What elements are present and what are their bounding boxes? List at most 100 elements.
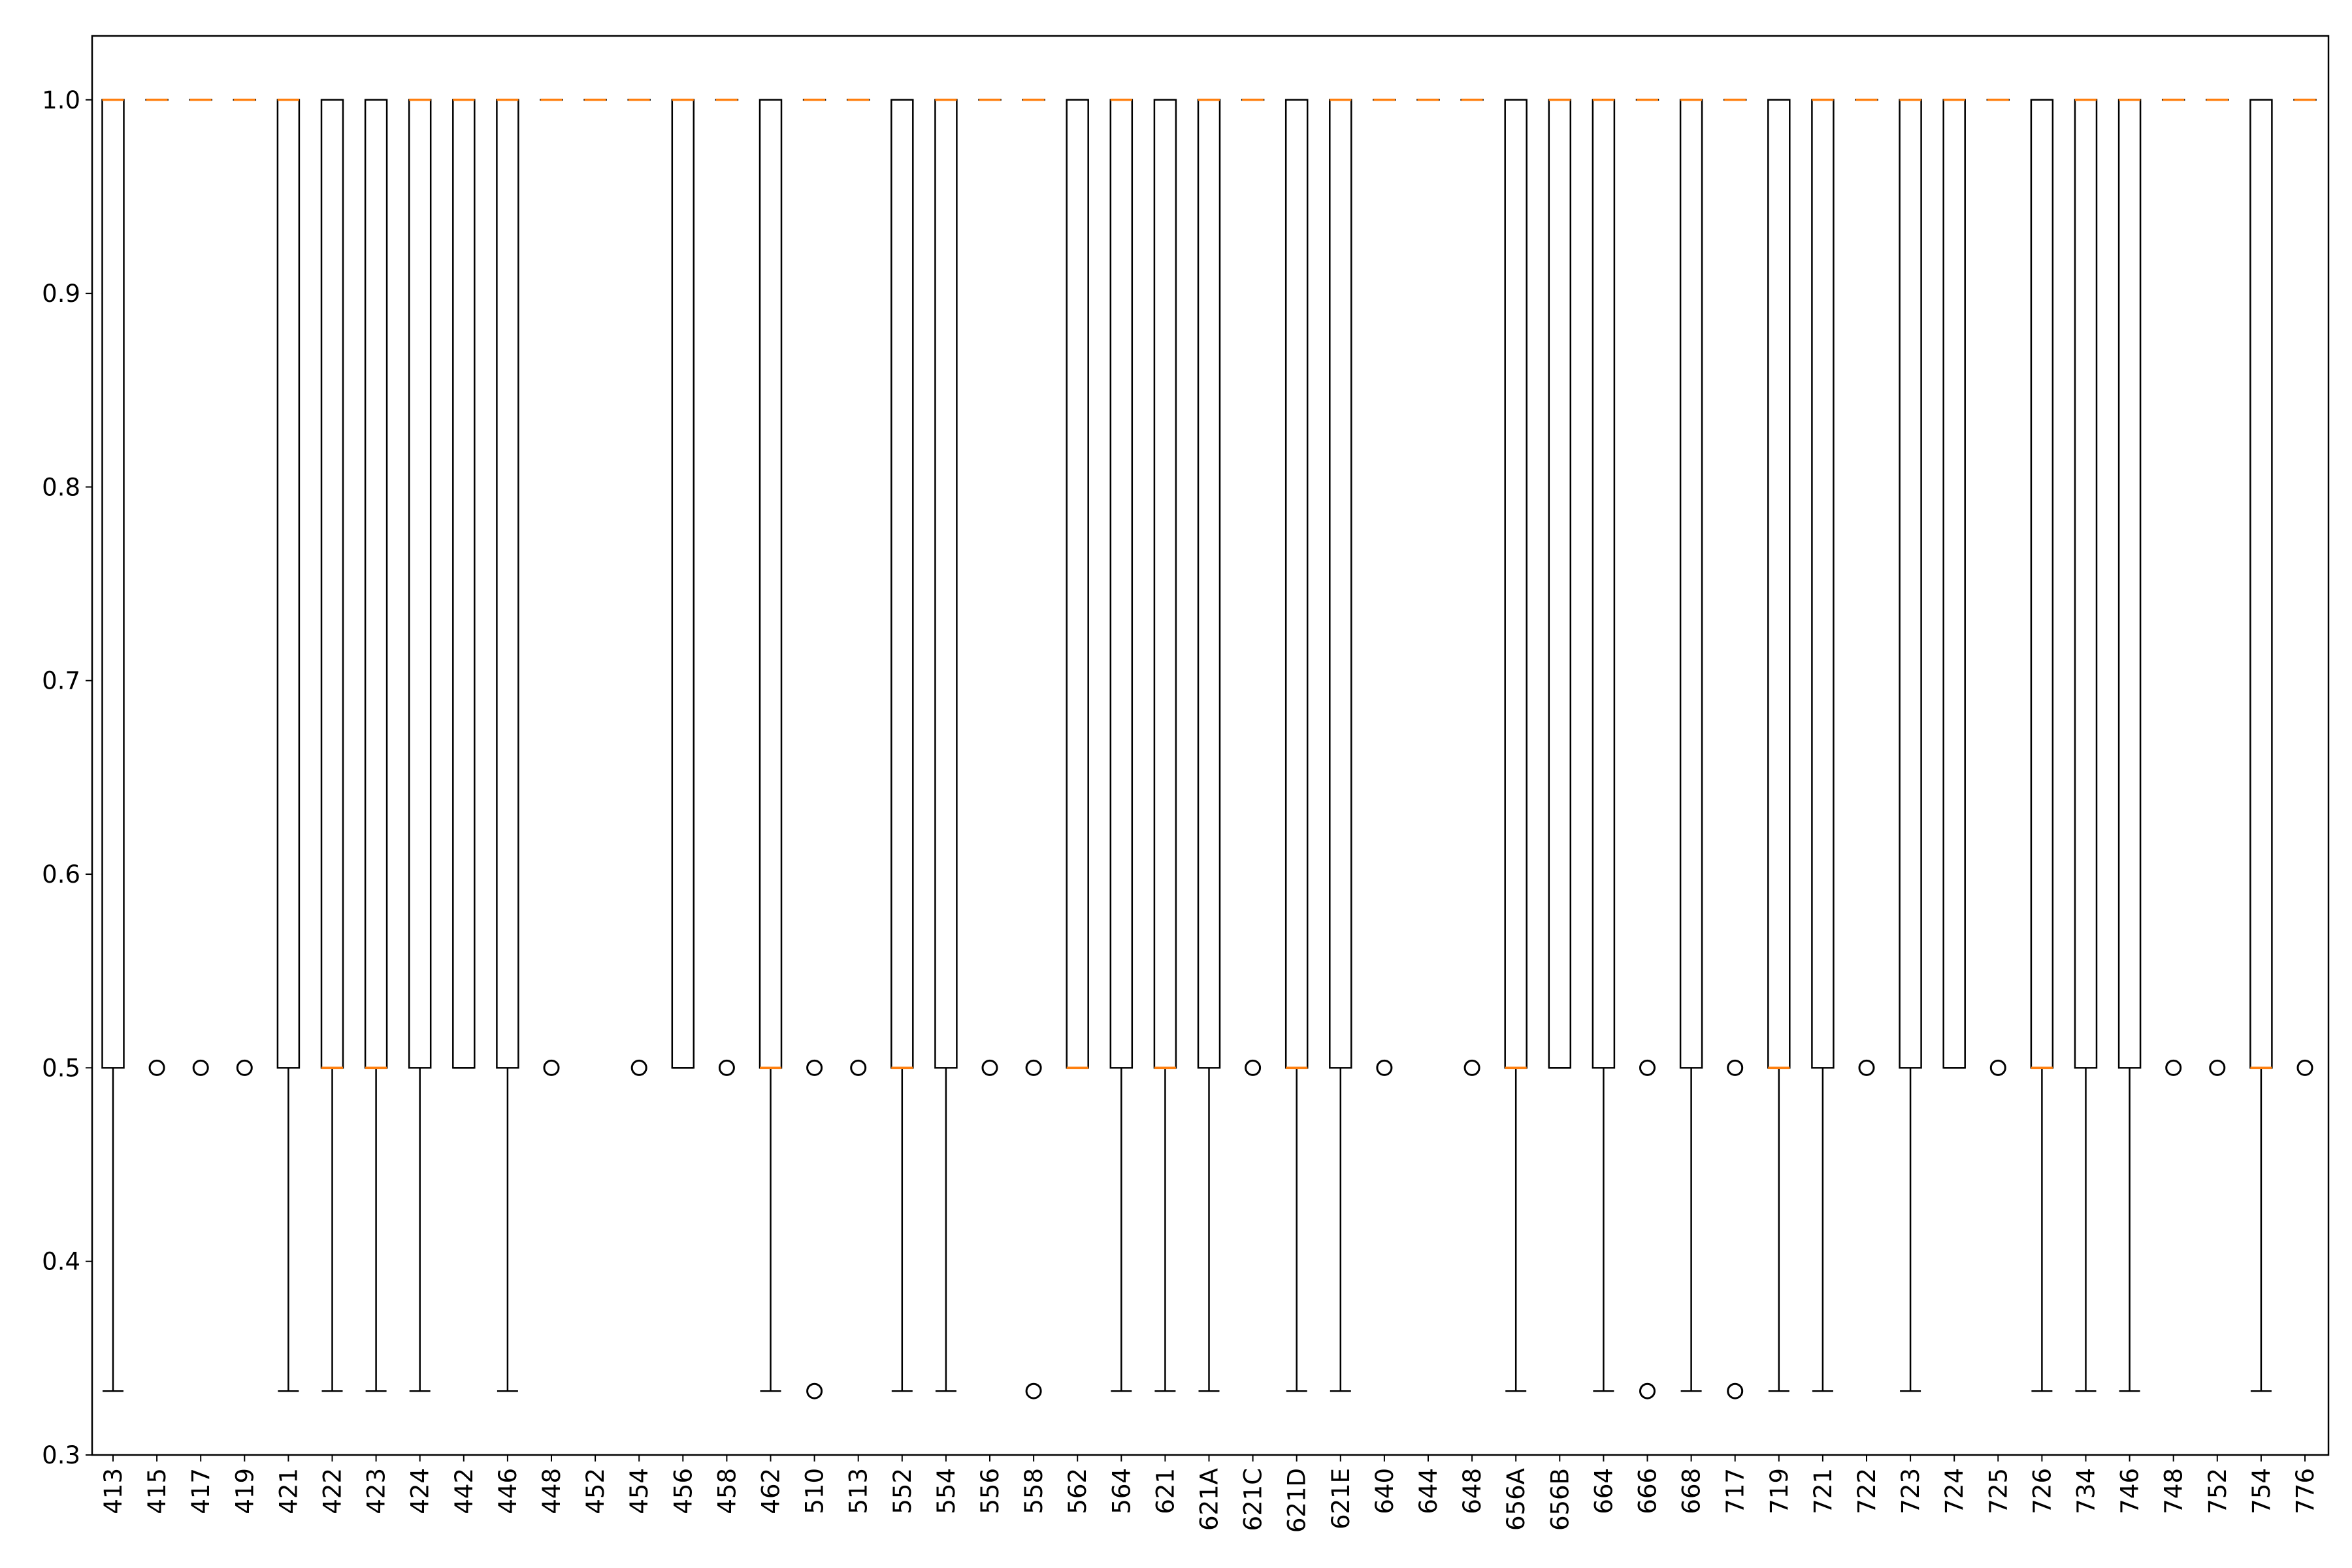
box-group — [233, 99, 257, 1076]
y-tick-label: 0.4 — [42, 1248, 80, 1276]
box-group — [540, 99, 563, 1076]
x-tick-label: 554 — [932, 1468, 960, 1514]
box-group — [1109, 99, 1134, 1392]
outlier-point — [718, 1059, 735, 1076]
box-group — [1373, 99, 1396, 1076]
plot-area — [101, 99, 2317, 1399]
x-tick-label: 621D — [1283, 1468, 1311, 1533]
x-tick-label: 621C — [1239, 1468, 1267, 1531]
outlier-point — [1376, 1059, 1393, 1076]
y-tick-label: 0.3 — [42, 1441, 80, 1469]
outlier-point — [2296, 1059, 2313, 1076]
outlier-point — [1245, 1059, 1262, 1076]
box-group — [1679, 99, 1703, 1392]
outlier-point — [630, 1059, 647, 1076]
box-group — [759, 99, 783, 1392]
x-tick-label: 640 — [1371, 1468, 1399, 1514]
x-tick-label: 734 — [2072, 1468, 2100, 1514]
outlier-point — [543, 1059, 560, 1076]
x-tick-label: 442 — [450, 1468, 478, 1514]
box-group — [408, 99, 432, 1392]
outlier-point — [1463, 1059, 1480, 1076]
x-tick-label: 424 — [406, 1468, 434, 1514]
box-group — [1855, 99, 1878, 1076]
x-tick-label: 621E — [1327, 1468, 1355, 1529]
x-tick-label: 621A — [1196, 1468, 1224, 1531]
box-group — [1592, 99, 1616, 1392]
x-tick-label: 752 — [2204, 1468, 2232, 1514]
box-group — [627, 99, 651, 1076]
x-tick-label: 422 — [319, 1468, 347, 1514]
box-group — [1284, 99, 1309, 1392]
x-tick-label: 421 — [274, 1468, 302, 1514]
x-tick-label: 558 — [1020, 1468, 1048, 1514]
outlier-point — [192, 1059, 209, 1076]
x-tick-label: 725 — [1984, 1468, 2012, 1514]
box-group — [1197, 99, 1221, 1392]
box-group — [2074, 99, 2098, 1392]
x-tick-label: 776 — [2291, 1468, 2319, 1514]
box-group — [1066, 99, 1089, 1070]
outlier-point — [2209, 1059, 2226, 1076]
box-group — [1460, 99, 1484, 1076]
x-tick-label: 564 — [1107, 1468, 1135, 1514]
box-group — [496, 99, 519, 1392]
box-group — [1723, 99, 1747, 1399]
x-tick-label: 419 — [231, 1468, 259, 1514]
outlier-point — [1639, 1059, 1656, 1076]
box-group — [1329, 99, 1352, 1392]
outlier-point — [1025, 1382, 1042, 1399]
box-group — [2206, 99, 2229, 1076]
x-tick-label: 723 — [1897, 1468, 1925, 1514]
box-group — [671, 99, 695, 1069]
outlier-point — [148, 1059, 165, 1076]
x-tick-label: 656B — [1546, 1468, 1574, 1531]
outlier-point — [850, 1059, 867, 1076]
box-group — [1986, 99, 2010, 1076]
x-tick-label: 556 — [976, 1468, 1004, 1514]
box-group — [978, 99, 1002, 1076]
x-tick-label: 423 — [363, 1468, 391, 1514]
x-tick-label: 748 — [2160, 1468, 2188, 1514]
outlier-point — [806, 1382, 823, 1399]
y-tick-label: 0.7 — [42, 667, 80, 695]
x-tick-label: 666 — [1634, 1468, 1662, 1514]
box-group — [276, 99, 301, 1392]
x-tick-label: 721 — [1809, 1468, 1837, 1514]
x-tick-label: 552 — [889, 1468, 917, 1514]
box-group — [1899, 99, 1922, 1392]
box-group — [1767, 99, 1791, 1392]
box-group — [2030, 99, 2054, 1392]
box-group — [189, 99, 212, 1076]
x-tick-label: 417 — [187, 1468, 215, 1514]
outlier-point — [1727, 1059, 1744, 1076]
outlier-point — [1989, 1059, 2006, 1076]
x-axis: 413 415 417 419 421 422 423 424 442 446 448 452 454 4… — [99, 1455, 2319, 1533]
box-group — [1022, 99, 1045, 1399]
box-group — [364, 99, 388, 1392]
x-tick-label: 458 — [713, 1468, 741, 1514]
x-tick-label: 621 — [1151, 1468, 1179, 1514]
axes-frame — [91, 35, 2330, 1456]
x-tick-label: 415 — [143, 1468, 171, 1514]
x-tick-label: 513 — [845, 1468, 873, 1514]
x-tick-label: 648 — [1458, 1468, 1486, 1514]
y-tick-label: 1.0 — [42, 86, 80, 114]
box-group — [1811, 99, 1835, 1392]
outlier-point — [1858, 1059, 1875, 1076]
box-group — [1548, 99, 1572, 1069]
x-tick-label: 644 — [1414, 1468, 1443, 1514]
box-group — [890, 99, 914, 1392]
y-tick-label: 0.5 — [42, 1054, 80, 1082]
x-tick-label: 562 — [1064, 1468, 1092, 1514]
box-group — [2249, 99, 2273, 1392]
x-tick-label: 724 — [1940, 1468, 1968, 1514]
x-tick-label: 452 — [581, 1468, 610, 1514]
x-tick-label: 413 — [99, 1468, 127, 1514]
box-group — [452, 99, 476, 1069]
box-group — [145, 99, 169, 1076]
x-tick-label: 719 — [1765, 1468, 1793, 1514]
x-tick-label: 510 — [801, 1468, 829, 1514]
y-tick-label: 0.9 — [42, 280, 80, 308]
